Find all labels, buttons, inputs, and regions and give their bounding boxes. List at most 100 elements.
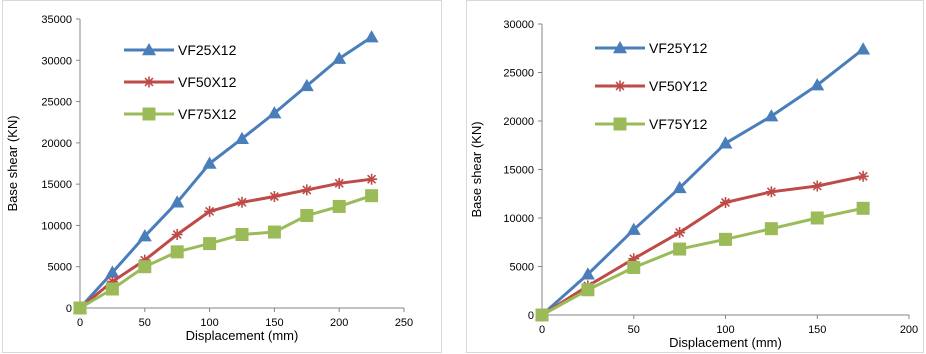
data-point [268, 191, 280, 203]
legend-marker [613, 41, 627, 54]
legend-marker [613, 117, 627, 131]
series-line [78, 35, 373, 310]
data-point [627, 260, 641, 274]
data-point [765, 186, 777, 198]
data-point [718, 136, 733, 149]
x-tick-label: 250 [395, 317, 413, 329]
legend-marker [142, 43, 156, 56]
data-point [171, 229, 183, 241]
y-tick-label: 35000 [41, 14, 72, 26]
data-point [203, 237, 217, 251]
data-point [300, 209, 314, 223]
series-vf50x12 [74, 173, 378, 314]
y-tick-label: 10000 [503, 213, 534, 225]
series-vf25x12 [73, 30, 379, 314]
data-point [811, 180, 823, 192]
legend-marker [614, 80, 626, 92]
data-point [856, 42, 871, 55]
data-point [810, 211, 824, 225]
x-tick-label: 50 [628, 324, 640, 336]
x-axis-title: Displacement (mm) [186, 328, 299, 343]
chart-panel-left: 0 5000 10000 15000 20000 25000 30000 35000 0 50 10… [2, 0, 442, 353]
data-point [105, 265, 120, 278]
data-point [581, 283, 595, 297]
data-point [235, 228, 249, 242]
data-point [366, 173, 378, 185]
y-tick-label: 25000 [41, 97, 72, 109]
data-point [764, 109, 779, 122]
y-tick-label: 15000 [503, 165, 534, 177]
y-tick-label: 10000 [41, 220, 72, 232]
data-point [810, 78, 825, 91]
x-tick-label: 200 [330, 317, 348, 329]
series-vf75y12 [535, 201, 870, 322]
x-axis-title: Displacement (mm) [669, 335, 782, 350]
legend-label: VF50X12 [178, 74, 237, 90]
data-point [332, 51, 347, 64]
data-point [299, 78, 314, 92]
y-tick-label: 25000 [503, 68, 534, 80]
data-point [139, 254, 151, 266]
x-tick-label: 0 [539, 324, 545, 336]
data-point [364, 30, 379, 43]
data-point [674, 227, 686, 239]
legend-label: VF50Y12 [649, 78, 708, 94]
data-point [535, 308, 549, 322]
data-point [332, 199, 346, 213]
x-tick-label: 100 [716, 324, 734, 336]
data-point [626, 222, 641, 235]
data-point [204, 205, 216, 217]
data-point [301, 184, 313, 196]
data-point [267, 225, 281, 239]
data-point [170, 195, 185, 208]
data-point [202, 156, 217, 169]
chart-right: 0 5000 10000 15000 20000 25000 30000 0 50 100 150 2… [469, 19, 918, 350]
y-tick-label: 0 [66, 303, 72, 315]
y-tick-label: 20000 [41, 138, 72, 150]
data-point [137, 229, 152, 242]
data-point [764, 222, 778, 236]
x-tick-label: 100 [200, 317, 218, 329]
data-point [170, 245, 184, 259]
data-point [365, 189, 379, 203]
legend-marker [143, 76, 155, 88]
data-point [333, 177, 345, 189]
series-line [541, 48, 865, 317]
data-point [673, 242, 687, 256]
legend-marker [142, 107, 156, 121]
data-point [235, 131, 249, 144]
y-tick-label: 20000 [503, 116, 534, 128]
series-line [541, 174, 864, 317]
series-line [79, 194, 373, 310]
chart-panel-right: 0 5000 10000 15000 20000 25000 30000 0 50 100 150 2… [466, 0, 924, 353]
data-point [106, 276, 118, 288]
x-tick-label: 50 [139, 317, 151, 329]
data-point [857, 170, 869, 182]
y-tick-label: 0 [528, 310, 534, 322]
x-tick-label: 150 [265, 317, 283, 329]
y-axis-title: Base shear (KN) [469, 121, 484, 217]
y-axis-title: Base shear (KN) [5, 115, 20, 211]
legend-label: VF75X12 [178, 106, 237, 122]
legend-label: VF25Y12 [649, 40, 708, 56]
data-point [138, 260, 152, 274]
data-point [856, 201, 870, 215]
y-tick-label: 30000 [41, 55, 72, 67]
legend-label: VF75Y12 [649, 116, 708, 132]
y-tick-label: 5000 [510, 262, 534, 274]
x-tick-label: 150 [808, 324, 826, 336]
legend-label: VF25X12 [178, 42, 237, 58]
series-vf75x12 [73, 189, 379, 315]
data-point [672, 180, 687, 194]
data-point [73, 301, 87, 315]
y-tick-label: 5000 [48, 262, 72, 274]
data-point [236, 196, 248, 208]
data-point [720, 196, 731, 208]
y-tick-label: 30000 [503, 19, 534, 31]
series-line [79, 177, 372, 310]
data-point [105, 282, 119, 296]
data-point [580, 267, 595, 280]
data-point [719, 232, 732, 246]
x-tick-label: 0 [77, 317, 83, 329]
data-point [267, 106, 282, 119]
